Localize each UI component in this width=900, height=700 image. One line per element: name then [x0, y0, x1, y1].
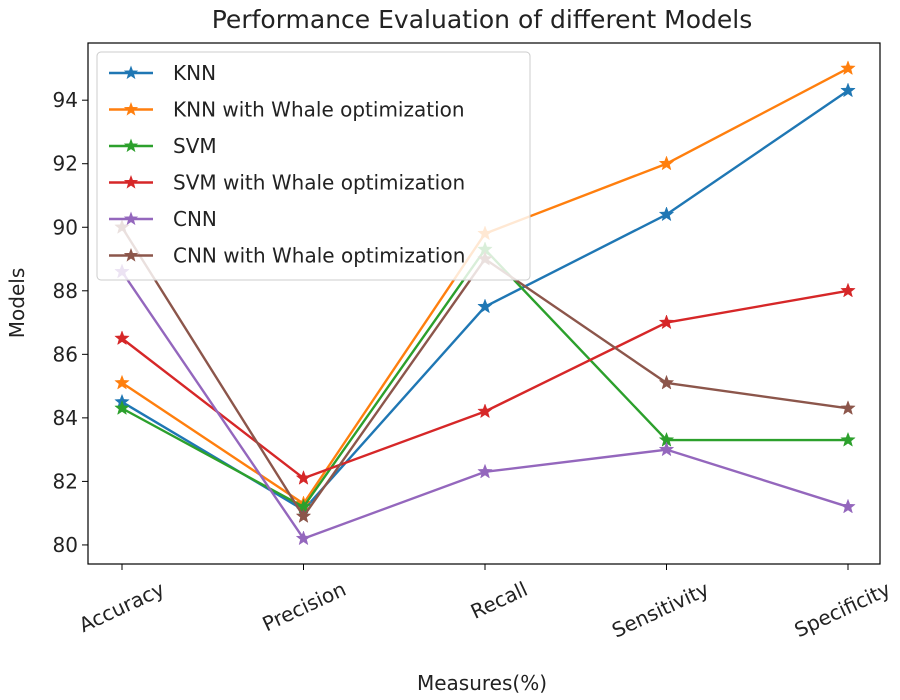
- data-point-star: [477, 298, 493, 314]
- legend-item: KNN: [109, 61, 216, 85]
- plot-area-frame: [87, 42, 881, 565]
- y-tick-label: 94: [53, 88, 78, 112]
- legend-item: SVM with Whale optimization: [109, 171, 465, 195]
- legend-label: SVM with Whale optimization: [173, 171, 465, 195]
- data-point-star: [840, 400, 856, 415]
- y-axis: 80 82 84 86 88 90 92 94: [53, 88, 88, 557]
- y-tick-label: 90: [53, 215, 78, 239]
- y-tick-label: 80: [53, 533, 78, 557]
- data-point-star: [658, 314, 675, 330]
- data-point-star: [658, 206, 675, 222]
- series-group: [114, 282, 856, 485]
- chart-title: Performance Evaluation of different Mode…: [212, 5, 752, 34]
- data-point-star: [840, 498, 856, 514]
- legend-label: CNN with Whale optimization: [173, 244, 465, 268]
- data-point-star: [840, 282, 856, 298]
- y-tick-label: 92: [53, 152, 78, 176]
- legend-item: SVM: [109, 134, 217, 158]
- legend-item: KNN with Whale optimization: [109, 98, 465, 122]
- legend-star: [123, 211, 139, 226]
- y-tick-label: 86: [53, 342, 78, 366]
- legend: KNN KNN with Whale optimization SVM SVM wit…: [96, 51, 531, 281]
- y-tick-label: 88: [53, 279, 78, 303]
- legend-label: KNN: [173, 61, 216, 85]
- legend-star: [123, 138, 139, 153]
- data-point-star: [295, 508, 312, 523]
- y-tick-label: 84: [53, 406, 78, 430]
- data-point-star: [658, 374, 675, 390]
- legend-item: CNN with Whale optimization: [109, 244, 465, 268]
- data-point-star: [840, 60, 856, 76]
- legend-box: [96, 51, 531, 281]
- data-point-star: [114, 400, 130, 415]
- data-point-star: [295, 470, 312, 485]
- legend-label: SVM: [173, 134, 217, 158]
- data-point-star: [295, 530, 312, 546]
- legend-star: [123, 248, 139, 262]
- legend-star: [123, 175, 139, 189]
- data-point-star: [114, 330, 130, 346]
- legend-label: CNN: [173, 207, 217, 231]
- legend-star: [123, 65, 139, 80]
- legend-star: [123, 102, 139, 116]
- data-point-star: [840, 82, 856, 98]
- data-point-star: [840, 431, 856, 447]
- legend-item: CNN: [109, 207, 217, 231]
- data-point-star: [658, 441, 675, 457]
- data-point-star: [477, 463, 493, 479]
- y-tick-label: 82: [53, 469, 78, 493]
- y-axis-label: Models: [5, 268, 29, 338]
- data-point-star: [477, 403, 493, 419]
- legend-label: KNN with Whale optimization: [173, 98, 465, 122]
- x-axis-label: Measures(%): [417, 671, 547, 695]
- data-point-star: [658, 155, 675, 171]
- data-point-star: [114, 374, 130, 390]
